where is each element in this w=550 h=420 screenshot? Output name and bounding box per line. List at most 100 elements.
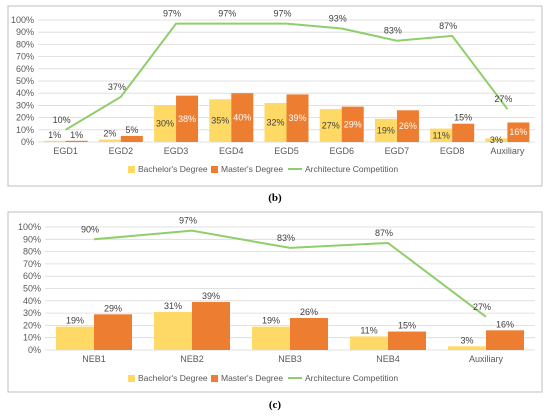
y-tick-label: 80% (16, 39, 34, 49)
y-tick-label: 70% (16, 52, 34, 62)
y-tick-label: 0% (21, 137, 34, 147)
data-label-competition: 97% (273, 9, 291, 19)
chart-frame (7, 5, 543, 187)
x-tick-label: Auxiliary (469, 354, 504, 364)
x-tick-label: NEB3 (278, 354, 302, 364)
legend-label: Master's Degree (221, 164, 283, 174)
data-label-bachelor: 3% (490, 135, 503, 145)
bar-bachelor (374, 118, 397, 142)
data-label-competition: 83% (384, 26, 402, 36)
data-label-master: 29% (104, 303, 122, 313)
bar-master (388, 331, 426, 350)
bar-master (486, 330, 524, 350)
y-tick-label: 80% (23, 247, 41, 257)
data-label-competition: 27% (473, 302, 491, 312)
x-tick-label: EGD1 (53, 146, 78, 156)
y-tick-label: 70% (23, 259, 41, 269)
legend-label: Master's Degree (221, 373, 283, 383)
bar-bachelor (154, 311, 192, 350)
data-label-bachelor: 11% (432, 130, 449, 140)
x-tick-label: EGD2 (109, 146, 134, 156)
bar-bachelor (98, 139, 121, 142)
data-label-competition: 97% (163, 9, 181, 19)
x-tick-label: NEB1 (82, 354, 106, 364)
y-tick-label: 40% (16, 88, 34, 98)
y-tick-label: 20% (16, 113, 34, 123)
y-tick-label: 10% (16, 125, 34, 135)
bar-bachelor (319, 109, 342, 142)
data-label-competition: 97% (179, 216, 197, 226)
bar-bachelor (56, 326, 94, 350)
y-tick-label: 10% (23, 333, 41, 343)
data-label-master: 15% (454, 113, 472, 123)
bar-bachelor (154, 105, 177, 142)
bar-master (176, 95, 199, 142)
bar-bachelor (448, 346, 486, 350)
bar-master (396, 110, 419, 142)
legend-swatch (211, 166, 218, 173)
bar-master (94, 314, 132, 350)
data-label-competition: 37% (108, 82, 126, 92)
y-tick-label: 40% (23, 296, 41, 306)
x-tick-label: Auxiliary (490, 146, 525, 156)
data-label-master: 29% (344, 119, 362, 129)
y-tick-label: 100% (11, 15, 34, 25)
x-tick-label: EGD3 (164, 146, 189, 156)
panel-label: (c) (269, 399, 282, 411)
data-label-competition: 10% (53, 115, 71, 125)
data-label-master: 38% (178, 114, 196, 124)
data-label-bachelor: 19% (262, 316, 280, 326)
chart-panel-b: 0% 10% 20% 30% 40% 50% 60% 70% 80% 90% 100% EGD1 1% 1… (7, 5, 543, 187)
line-architecture-competition (65, 22, 509, 131)
x-tick-label: EGD8 (440, 146, 465, 156)
line-architecture-competition (93, 229, 487, 318)
bar-bachelor (430, 128, 453, 142)
y-tick-label: 50% (16, 76, 34, 86)
data-label-master: 1% (70, 130, 83, 140)
y-tick-label: 60% (16, 64, 34, 74)
data-label-bachelor: 1% (48, 130, 61, 140)
bar-bachelor (350, 336, 388, 350)
legend-swatch (128, 375, 135, 382)
data-label-competition: 87% (375, 228, 393, 238)
y-tick-label: 60% (23, 271, 41, 281)
legend-label: Bachelor's Degree (138, 164, 208, 174)
legend-label: Architecture Competition (305, 164, 398, 174)
data-label-bachelor: 35% (211, 116, 229, 126)
data-label-master: 16% (509, 127, 527, 137)
x-tick-label: EGD5 (274, 146, 299, 156)
data-label-bachelor: 11% (360, 325, 377, 335)
y-tick-label: 30% (23, 308, 41, 318)
legend-label: Architecture Competition (305, 373, 398, 383)
data-label-bachelor: 2% (103, 129, 116, 139)
bar-master (192, 302, 230, 350)
legend: Bachelor's Degree Master's Degree Architec… (128, 373, 398, 383)
bar-bachelor (485, 138, 508, 142)
data-label-bachelor: 19% (66, 316, 84, 326)
legend-swatch (211, 375, 218, 382)
legend: Bachelor's Degree Master's Degree Architec… (128, 164, 398, 174)
data-label-master: 15% (398, 321, 416, 331)
legend-swatch (128, 166, 135, 173)
chart-panel-c: 0% 10% 20% 30% 40% 50% 60% 70% 80% 90% 100% NEB1 19%… (7, 211, 543, 393)
data-label-bachelor: 30% (156, 119, 174, 129)
y-tick-label: 90% (23, 234, 41, 244)
data-label-master: 39% (202, 291, 220, 301)
data-label-bachelor: 31% (164, 301, 182, 311)
y-tick-label: 30% (16, 100, 34, 110)
bar-bachelor (43, 140, 66, 142)
x-tick-label: NEB2 (180, 354, 204, 364)
y-tick-label: 20% (23, 320, 41, 330)
bar-master (286, 94, 309, 142)
data-label-master: 39% (288, 113, 306, 123)
x-tick-label: EGD6 (329, 146, 354, 156)
bar-master (120, 135, 143, 142)
data-label-master: 16% (496, 319, 514, 329)
bar-bachelor (209, 99, 232, 142)
y-tick-label: 50% (23, 284, 41, 294)
data-label-competition: 83% (277, 233, 295, 243)
data-label-master: 26% (399, 121, 417, 131)
bar-master (507, 122, 530, 142)
bar-bachelor (252, 326, 290, 350)
